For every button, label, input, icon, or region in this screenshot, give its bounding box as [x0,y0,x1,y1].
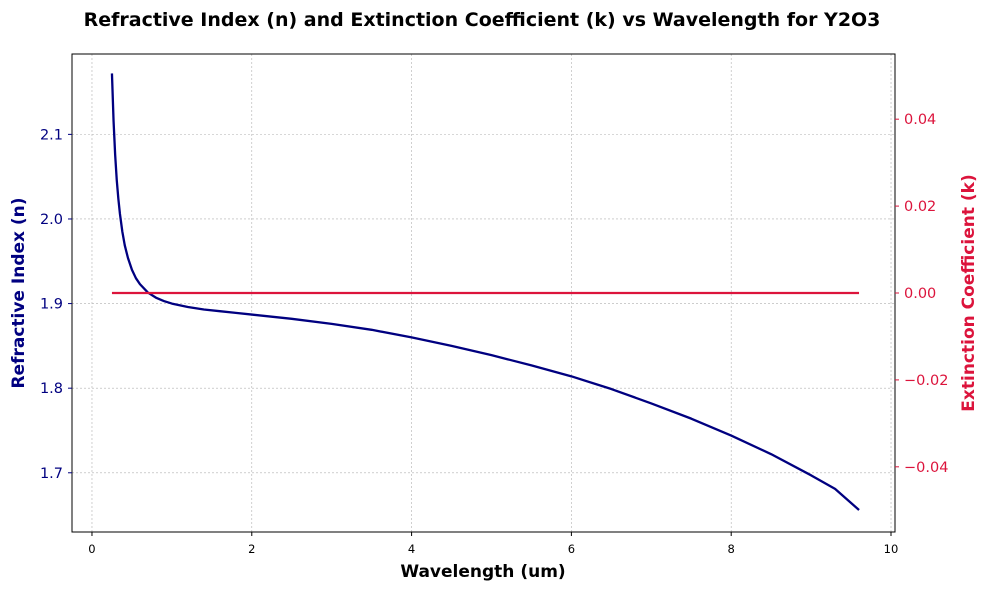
right-tick-label: 0.00 [904,286,936,302]
n-series-line [110,73,860,511]
right-axis-ticks: −0.04 −0.02 0.00 0.02 0.04 [895,112,948,476]
x-tick-label: 4 [408,542,415,556]
left-axis-ticks: 1.7 1.8 1.9 2.0 2.1 [40,127,72,482]
x-tick-label: 8 [728,542,735,556]
left-tick-label: 2.1 [40,127,63,143]
right-tick-label: −0.02 [904,373,948,389]
series-layer [110,73,860,511]
left-axis-label: Refractive Index (n) [9,197,29,388]
right-tick-label: −0.04 [904,460,948,476]
x-axis-ticks: 0 2 4 6 8 10 [88,532,898,556]
x-tick-label: 6 [568,542,575,556]
left-tick-label: 2.0 [40,212,63,228]
chart-title: Refractive Index (n) and Extinction Coef… [84,9,881,31]
grid [72,54,895,532]
x-axis-label: Wavelength (um) [400,562,565,582]
x-tick-label: 10 [884,542,899,556]
right-tick-label: 0.04 [904,112,936,128]
left-tick-label: 1.8 [40,381,63,397]
x-tick-label: 0 [88,542,95,556]
right-axis-label: Extinction Coefficient (k) [959,174,979,411]
left-tick-label: 1.7 [40,466,63,482]
right-tick-label: 0.02 [904,199,936,215]
x-tick-label: 2 [248,542,255,556]
left-tick-label: 1.9 [40,297,63,313]
